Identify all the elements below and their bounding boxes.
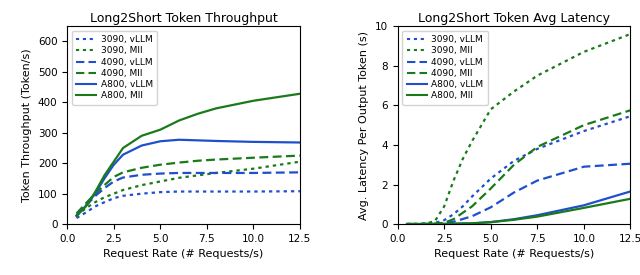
Y-axis label: Token Throughput (Token/s): Token Throughput (Token/s): [22, 48, 32, 202]
Title: Long2Short Token Avg Latency: Long2Short Token Avg Latency: [418, 12, 610, 25]
Legend: 3090, vLLM, 3090, MII, 4090, vLLM, 4090, MII, A800, vLLM, A800, MII: 3090, vLLM, 3090, MII, 4090, vLLM, 4090,…: [72, 31, 157, 105]
Y-axis label: Avg. Latency Per Output Token (s): Avg. Latency Per Output Token (s): [359, 31, 369, 220]
X-axis label: Request Rate (# Requests/s): Request Rate (# Requests/s): [434, 249, 594, 259]
Legend: 3090, vLLM, 3090, MII, 4090, vLLM, 4090, MII, A800, vLLM, A800, MII: 3090, vLLM, 3090, MII, 4090, vLLM, 4090,…: [402, 31, 488, 105]
X-axis label: Request Rate (# Requests/s): Request Rate (# Requests/s): [104, 249, 264, 259]
Title: Long2Short Token Throughput: Long2Short Token Throughput: [90, 12, 277, 25]
